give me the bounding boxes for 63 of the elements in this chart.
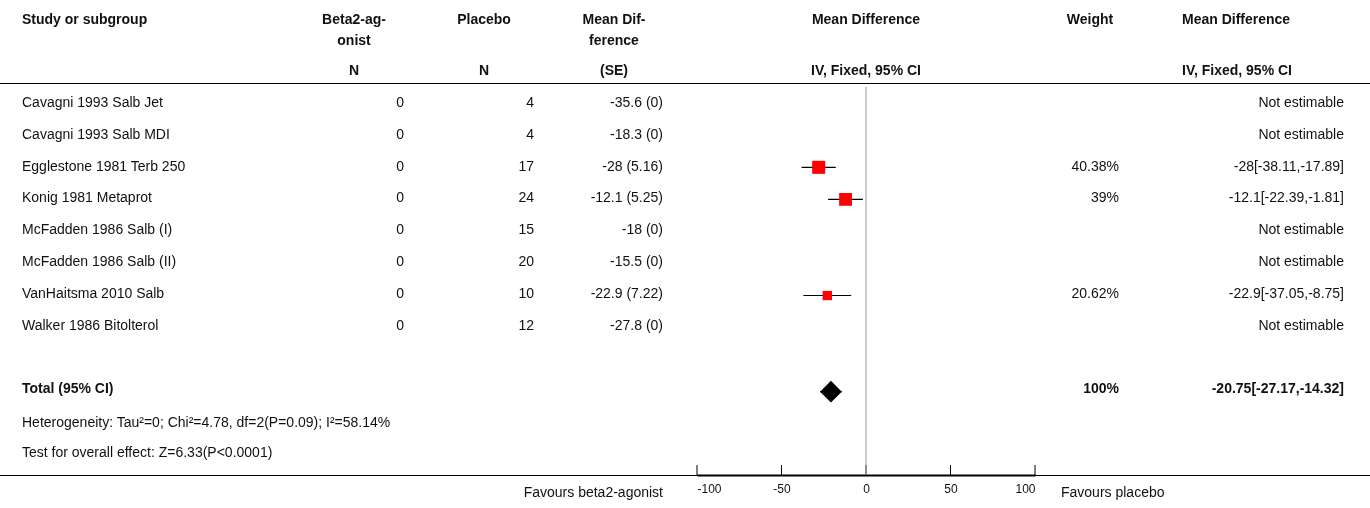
x-tick-label: -50 bbox=[773, 481, 791, 496]
category-label: Egglestone 1981 Terb 250 bbox=[22, 157, 186, 174]
text: 4 bbox=[526, 125, 534, 142]
text: Not estimable bbox=[1258, 221, 1344, 238]
text: 40.38% bbox=[1071, 157, 1119, 174]
text: -22.9 (7.22) bbox=[590, 284, 663, 301]
text: 10 bbox=[518, 284, 534, 301]
category-label: McFadden 1986 Salb (I) bbox=[22, 221, 173, 238]
text: 24 bbox=[518, 189, 534, 206]
text: -18 (0) bbox=[621, 221, 663, 238]
chart-title: Mean Difference bbox=[811, 11, 921, 27]
text: 0 bbox=[396, 253, 404, 269]
text: Heterogeneity: Tau²=0; Chi²=4.78, df=2(P=0.09); I²=58.14% bbox=[22, 413, 391, 430]
category-label: Konig 1981 Metaprot bbox=[22, 189, 152, 206]
text: 0 bbox=[396, 221, 404, 238]
category-label: McFadden 1986 Salb (II) bbox=[22, 253, 177, 269]
text: Not estimable bbox=[1258, 125, 1344, 142]
category-label: Total (95% CI) bbox=[22, 380, 114, 397]
x-tick-label: 0 bbox=[863, 481, 871, 496]
x-tick-label: 50 bbox=[944, 481, 958, 496]
x-tick-label: 100 bbox=[1015, 481, 1036, 496]
text: 20.62% bbox=[1071, 284, 1119, 301]
text: -22.9[-37.05,-8.75] bbox=[1228, 284, 1344, 301]
category-label: Beta2-ag- onist N bbox=[322, 11, 387, 79]
category-label: VanHaitsma 2010 Salb bbox=[22, 284, 165, 301]
category-label: Mean Dif- ference (SE) bbox=[582, 11, 646, 79]
text: 0 bbox=[396, 157, 404, 174]
category-label: Cavagni 1993 Salb MDI bbox=[22, 125, 170, 142]
text: -28 (5.16) bbox=[602, 157, 663, 174]
text: -35.6 (0) bbox=[610, 94, 663, 110]
text: 0 bbox=[396, 189, 404, 206]
text: Favours beta2-agonist bbox=[523, 484, 664, 500]
text: 12 bbox=[518, 316, 534, 333]
text: -28[-38.11,-17.89] bbox=[1233, 157, 1344, 174]
text: Favours placebo bbox=[1061, 484, 1165, 500]
text: 0 bbox=[396, 94, 404, 110]
category-label: Study or subgroup bbox=[22, 11, 148, 27]
text: -15.5 (0) bbox=[610, 253, 663, 269]
text: Not estimable bbox=[1258, 253, 1344, 269]
category-label: Walker 1986 Bitolterol bbox=[22, 316, 159, 333]
text: 0 bbox=[396, 284, 404, 301]
text: 100% bbox=[1083, 380, 1119, 397]
text: -12.1 (5.25) bbox=[590, 189, 663, 206]
text: 0 bbox=[396, 316, 404, 333]
text: -27.8 (0) bbox=[610, 316, 663, 333]
text: Test for overall effect: Z=6.33(P<0.0001) bbox=[22, 443, 273, 460]
category-label: Placebo N bbox=[457, 11, 511, 79]
text: 39% bbox=[1090, 189, 1119, 206]
text: 15 bbox=[518, 221, 534, 238]
text: -18.3 (0) bbox=[610, 125, 663, 142]
category-label: Mean Difference IV, Fixed, 95% CI bbox=[1182, 11, 1292, 79]
text: 20 bbox=[518, 253, 534, 269]
text: Not estimable bbox=[1258, 94, 1344, 110]
text: 4 bbox=[526, 94, 534, 110]
category-label: Weight bbox=[1066, 11, 1114, 27]
x-tick-label: -100 bbox=[697, 481, 722, 496]
text: -12.1[-22.39,-1.81] bbox=[1228, 189, 1344, 206]
text: 17 bbox=[518, 157, 534, 174]
category-label: Cavagni 1993 Salb Jet bbox=[22, 94, 163, 110]
text: Not estimable bbox=[1258, 316, 1344, 333]
text: -20.75[-27.17,-14.32] bbox=[1211, 380, 1344, 397]
chart-subtitle: IV, Fixed, 95% CI bbox=[811, 62, 921, 78]
text: 0 bbox=[396, 125, 404, 142]
